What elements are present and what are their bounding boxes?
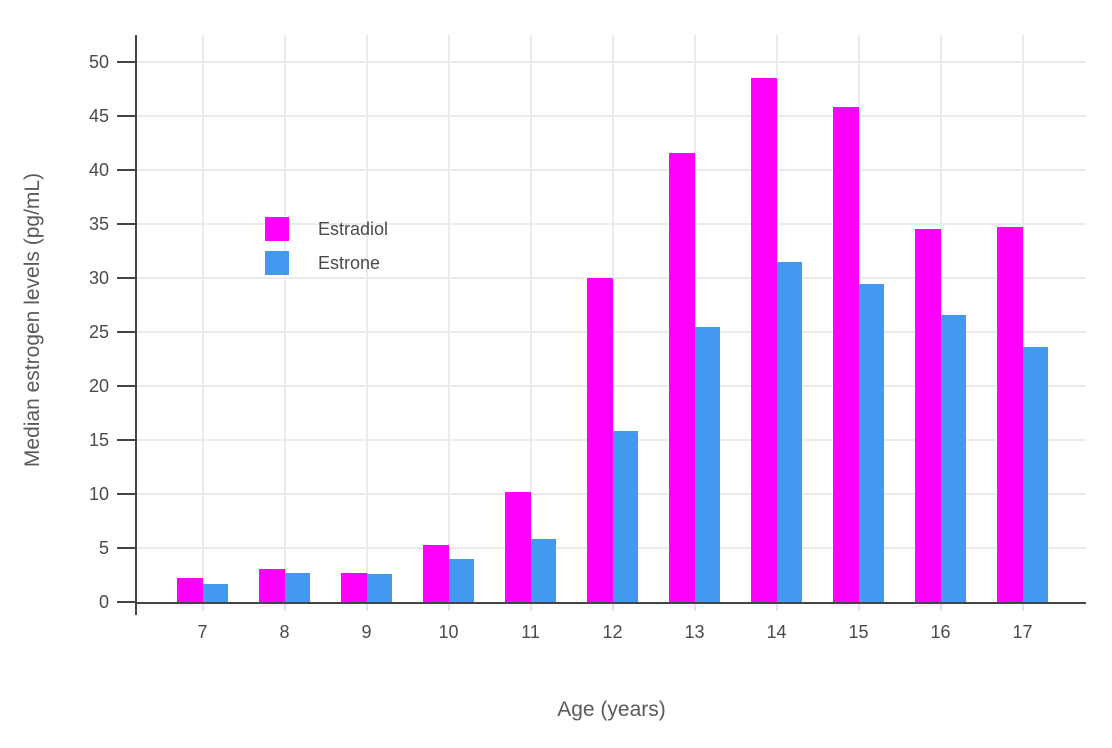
bar-estradiol-age-13[interactable] — [669, 152, 695, 602]
y-tick-mark-45 — [117, 115, 135, 117]
x-axis-title: Age (years) — [557, 698, 666, 721]
y-tick-mark-40 — [117, 169, 135, 171]
y-axis-title: Median estrogen levels (pg/mL) — [21, 172, 44, 468]
y-tick-mark-20 — [117, 385, 135, 387]
y-tick-label-10: 10 — [88, 484, 109, 504]
x-tick-label-age-10: 10 — [438, 622, 459, 642]
y-tick-label-25: 25 — [88, 322, 109, 342]
v-gridline-age-13 — [693, 35, 696, 602]
x-tick-mark-age-12 — [611, 602, 614, 611]
legend-label-estrone: Estrone — [318, 252, 381, 273]
bar-estradiol-age-12[interactable] — [587, 278, 613, 602]
y-axis-line — [135, 35, 137, 615]
x-tick-label-age-12: 12 — [602, 622, 623, 642]
bar-estradiol-age-8[interactable] — [259, 568, 285, 602]
estrone-swatch-icon — [265, 251, 289, 275]
v-gridline-age-10 — [447, 35, 450, 602]
bar-estrone-age-11[interactable] — [530, 539, 556, 602]
bar-estradiol-age-17[interactable] — [997, 227, 1023, 602]
bar-estrone-age-7[interactable] — [202, 583, 228, 602]
v-gridline-age-8 — [283, 35, 286, 602]
y-tick-label-50: 50 — [88, 52, 109, 72]
y-tick-label-20: 20 — [88, 376, 109, 396]
v-gridline-age-12 — [611, 35, 614, 602]
bar-estradiol-age-9[interactable] — [341, 572, 367, 602]
legend: Estradiol Estrone — [265, 217, 388, 275]
y-tick-label-30: 30 — [88, 268, 109, 288]
y-tick-mark-50 — [117, 61, 135, 63]
bar-estrone-age-16[interactable] — [940, 314, 966, 602]
x-tick-label-age-7: 7 — [197, 622, 208, 642]
bar-estrone-age-9[interactable] — [366, 573, 392, 602]
y-tick-label-15: 15 — [88, 430, 109, 450]
bar-estradiol-age-14[interactable] — [751, 78, 777, 602]
x-tick-label-age-13: 13 — [684, 622, 705, 642]
y-tick-label-45: 45 — [88, 106, 109, 126]
y-tick-label-0: 0 — [98, 592, 109, 612]
y-tick-mark-30 — [117, 277, 135, 279]
x-tick-mark-age-15 — [857, 602, 860, 611]
legend-label-estradiol: Estradiol — [318, 218, 389, 239]
y-tick-mark-25 — [117, 331, 135, 333]
estradiol-swatch-icon — [265, 217, 289, 241]
x-tick-mark-age-8 — [283, 602, 286, 611]
x-tick-mark-age-11 — [529, 602, 532, 611]
x-tick-label-age-15: 15 — [848, 622, 869, 642]
x-tick-mark-age-9 — [365, 602, 368, 611]
x-axis-line — [137, 602, 1086, 604]
bar-estradiol-age-10[interactable] — [423, 544, 449, 602]
y-tick-mark-35 — [117, 223, 135, 225]
bar-estrone-age-12[interactable] — [612, 431, 638, 602]
bar-estradiol-age-7[interactable] — [177, 578, 203, 602]
x-tick-mark-age-14 — [775, 602, 778, 611]
x-tick-mark-age-10 — [447, 602, 450, 611]
bar-estrone-age-13[interactable] — [694, 326, 720, 602]
y-tick-label-5: 5 — [98, 538, 109, 558]
v-gridline-age-7 — [201, 35, 204, 602]
x-tick-mark-age-17 — [1021, 602, 1024, 611]
bar-estrone-age-14[interactable] — [776, 261, 802, 602]
bar-estrone-age-10[interactable] — [448, 558, 474, 602]
legend-item-estradiol[interactable]: Estradiol — [265, 217, 388, 241]
v-gridline-age-11 — [529, 35, 532, 602]
y-tick-mark-15 — [117, 439, 135, 441]
x-tick-label-age-8: 8 — [279, 622, 290, 642]
bar-estrone-age-8[interactable] — [284, 572, 310, 602]
bar-estrone-age-17[interactable] — [1022, 347, 1048, 602]
v-gridline-age-17 — [1021, 35, 1024, 602]
plot-area: 0 5 10 15 20 25 30 35 40 45 50 7 8 9 10 11 12 13 14 15 16 17 — [89, 35, 1086, 642]
bar-estradiol-age-11[interactable] — [505, 491, 531, 602]
x-tick-label-age-17: 17 — [1012, 622, 1033, 642]
x-tick-label-age-11: 11 — [521, 622, 540, 642]
x-tick-label-age-14: 14 — [766, 622, 787, 642]
x-tick-label-age-9: 9 — [361, 622, 372, 642]
x-tick-label-age-16: 16 — [930, 622, 951, 642]
x-tick-mark-age-16 — [939, 602, 942, 611]
x-tick-mark-age-7 — [201, 602, 204, 611]
x-tick-mark-age-13 — [693, 602, 696, 611]
y-tick-mark-0 — [117, 601, 135, 603]
bar-estrone-age-15[interactable] — [858, 284, 884, 602]
y-tick-mark-5 — [117, 547, 135, 549]
bar-estradiol-age-16[interactable] — [915, 229, 941, 602]
y-tick-mark-10 — [117, 493, 135, 495]
v-gridline-age-9 — [365, 35, 368, 602]
legend-item-estrone[interactable]: Estrone — [265, 251, 388, 275]
y-tick-label-40: 40 — [88, 160, 109, 180]
bar-estradiol-age-15[interactable] — [833, 107, 859, 602]
y-tick-label-35: 35 — [88, 214, 109, 234]
